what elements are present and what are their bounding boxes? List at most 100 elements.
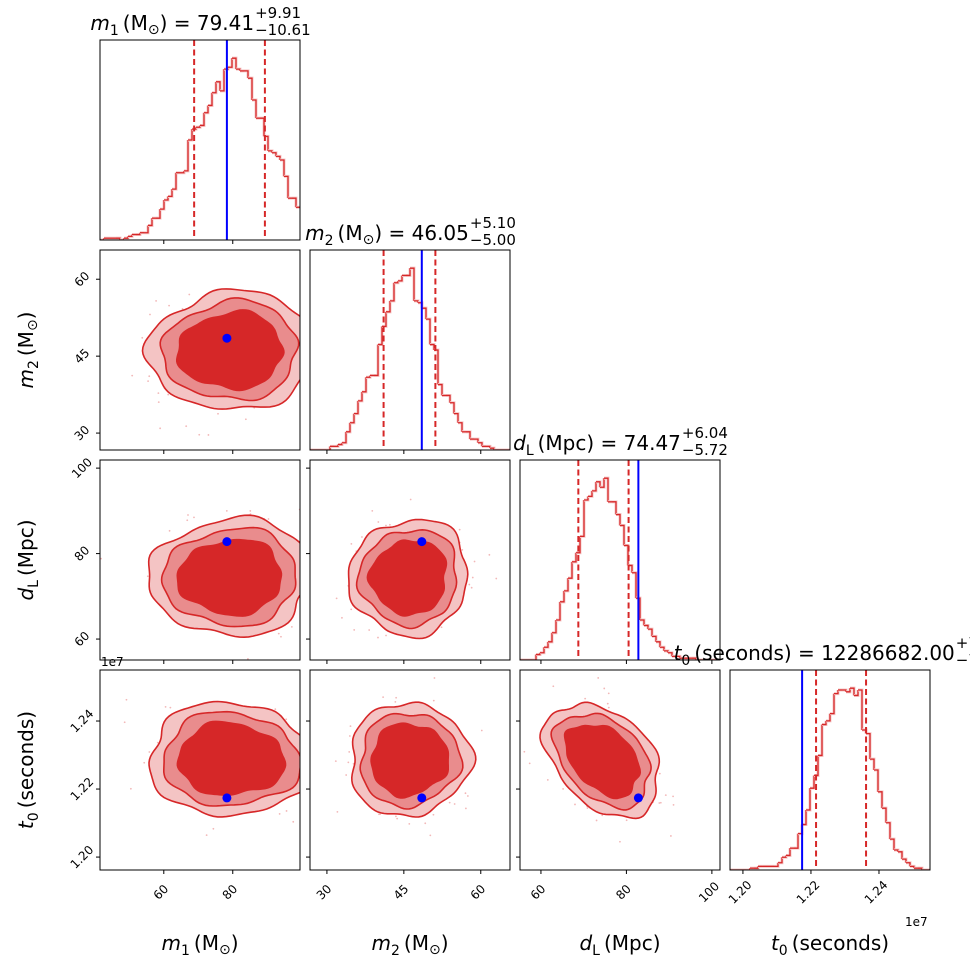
x-tick-label: 60 [151, 882, 172, 903]
sample-point [141, 336, 144, 339]
hist-bin [406, 268, 411, 277]
panel-content [523, 677, 675, 843]
sample-point [466, 795, 469, 797]
sample-point [168, 304, 170, 307]
sample-point [379, 813, 381, 816]
hist-bin [632, 572, 637, 599]
sample-point [385, 524, 387, 527]
hist-bin [354, 400, 359, 415]
label-unit: (Mpc) [14, 519, 38, 580]
hist-bin [168, 189, 173, 198]
hist-bin [326, 446, 331, 450]
sample-point [256, 665, 258, 667]
panel-frame [99, 249, 301, 451]
sample-point [464, 792, 467, 795]
sample-point [312, 383, 314, 385]
hist-bin [564, 578, 569, 592]
hist-bin [390, 282, 395, 302]
hist-bin [830, 693, 835, 715]
sample-point [597, 677, 600, 679]
y-offset-text: 1e7 [101, 655, 124, 669]
x-tick-label: 80 [220, 882, 241, 903]
sample-point [350, 608, 353, 611]
contour-level-3 [563, 724, 641, 800]
hist-bin [386, 300, 391, 313]
sample-point [244, 418, 247, 421]
sample-point [672, 795, 674, 798]
sample-point [167, 393, 170, 396]
hist-bin [556, 601, 561, 621]
sample-point [672, 803, 675, 806]
hist-bin [410, 267, 415, 301]
panel-title-dL: dL (Mpc) = 74.47 +6.04−5.72 [513, 424, 728, 459]
hist-bin [850, 687, 855, 696]
hist-bin [144, 225, 149, 234]
hist-bin [346, 422, 351, 433]
histogram-panel-m1 [99, 39, 301, 244]
x-tick-label: 1.20 [726, 878, 755, 907]
sample-point [658, 802, 661, 804]
sample-point [168, 529, 171, 532]
label-close: ) [231, 931, 239, 955]
hist-bin [878, 791, 883, 809]
hist-bin [164, 196, 169, 201]
hist-bin [532, 654, 537, 660]
hist-bin [350, 413, 355, 424]
sample-point [388, 523, 391, 526]
sample-point [377, 521, 380, 523]
sample-point [440, 626, 443, 629]
label-symbol: m [305, 221, 324, 245]
sample-point [607, 706, 610, 709]
panel-content [100, 508, 326, 667]
panel-frame [519, 669, 721, 871]
sample-point [371, 509, 374, 512]
hist-bin [276, 155, 281, 160]
panel-content [730, 670, 930, 870]
title-value: = 46.05 [382, 221, 469, 245]
sample-point [348, 751, 351, 753]
axis-label-t0: t0 (seconds) [771, 931, 889, 959]
histogram-panel-t0: 1.20 1.22 1.24 [726, 669, 931, 907]
hist-bin [200, 112, 205, 127]
sample-point [148, 375, 151, 378]
hist-bin [422, 307, 427, 320]
hist-bin [874, 769, 879, 792]
hist-bin [342, 431, 347, 444]
hist-bin [544, 641, 549, 648]
sample-point [377, 636, 379, 639]
title-value: = 12286682.00 [792, 641, 955, 665]
sample-point [285, 810, 288, 812]
label-unit: (seconds) [788, 931, 889, 955]
sample-point [468, 583, 471, 586]
sample-point [324, 571, 326, 573]
label-symbol: m [161, 931, 180, 955]
axis-label-m2: m2 (M⊙) [371, 931, 448, 959]
contour-level-3 [176, 309, 285, 392]
panel-frame [99, 39, 301, 241]
hist-bin [374, 344, 379, 377]
sample-point [607, 692, 610, 695]
label-close: ) [374, 221, 382, 245]
contour-panel-m1-t0: 60 80 1.20 1.22 1.24 [68, 669, 301, 903]
y-tick-label: 1.20 [68, 843, 97, 872]
sample-point [409, 498, 412, 501]
label-unit: (Mpc) [600, 931, 661, 955]
sample-point [123, 721, 126, 724]
sample-point [664, 794, 667, 797]
sample-point [159, 427, 162, 430]
hist-bin [560, 590, 565, 603]
hist-bin [446, 394, 451, 403]
hist-bin [584, 496, 589, 501]
sample-point [424, 822, 427, 825]
y-tick-label: 1.24 [68, 707, 97, 736]
hist-bin [204, 105, 209, 114]
sample-point [625, 819, 628, 822]
hist-bin [362, 377, 367, 393]
label-symbol: m [371, 931, 390, 955]
hist-bin [656, 641, 661, 648]
contour-level-3 [176, 538, 283, 617]
sample-point [285, 718, 288, 721]
sample-point [488, 553, 491, 556]
sample-point [361, 536, 363, 538]
sample-point [336, 367, 338, 369]
